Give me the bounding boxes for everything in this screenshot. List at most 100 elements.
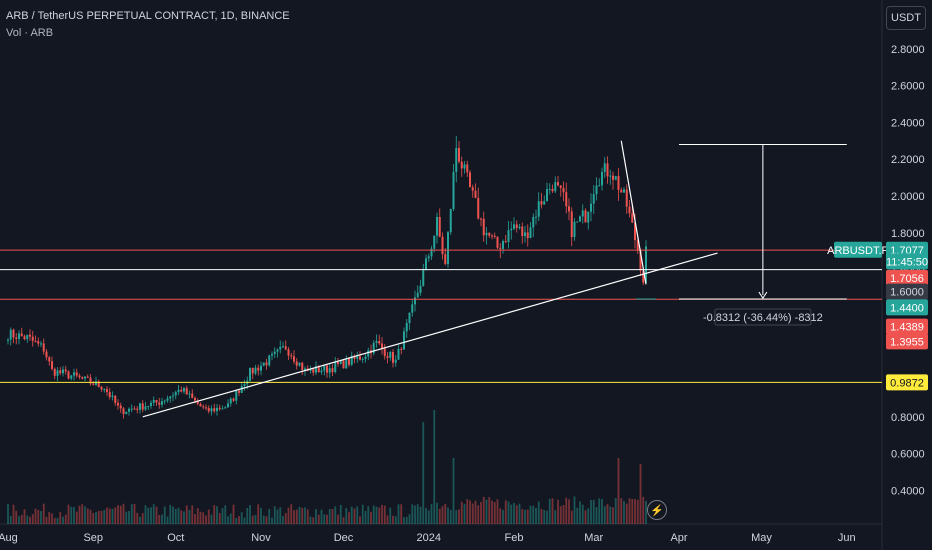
volume-bar bbox=[364, 510, 367, 524]
volume-bar bbox=[471, 503, 474, 524]
candle-body bbox=[119, 405, 122, 409]
volume-bar bbox=[268, 508, 271, 524]
volume-bar bbox=[441, 506, 444, 524]
candle-body bbox=[136, 408, 139, 410]
volume-bar bbox=[229, 513, 232, 524]
candle-body bbox=[108, 391, 111, 398]
volume-bar bbox=[158, 515, 161, 524]
trendline bbox=[142, 252, 718, 418]
candle-body bbox=[422, 269, 425, 287]
candle-body bbox=[251, 367, 254, 374]
volume-bar bbox=[438, 508, 441, 524]
candle-body bbox=[463, 164, 466, 169]
candle-body bbox=[202, 406, 205, 408]
volume-bar bbox=[447, 507, 449, 524]
candle-body bbox=[298, 362, 301, 366]
y-tick-label: 2.0000 bbox=[891, 191, 925, 203]
volume-bar bbox=[304, 507, 306, 524]
candle-body bbox=[194, 397, 196, 401]
volume-bar bbox=[526, 509, 529, 524]
candle-body bbox=[70, 375, 73, 379]
candle-body bbox=[394, 359, 397, 363]
volume-bar bbox=[342, 517, 345, 524]
volume-bar bbox=[628, 498, 631, 524]
candle-body bbox=[386, 356, 389, 358]
volume-bar bbox=[623, 501, 625, 524]
volume-bar bbox=[75, 511, 78, 524]
volume-bar bbox=[213, 505, 216, 524]
volume-bar bbox=[485, 499, 488, 524]
price-tag bbox=[834, 241, 882, 258]
candle-body bbox=[238, 390, 240, 393]
candle-body bbox=[576, 221, 579, 223]
volume-bar bbox=[293, 510, 295, 524]
volume-bar bbox=[51, 513, 53, 524]
volume-bar bbox=[282, 516, 284, 524]
volume-bar bbox=[108, 508, 111, 524]
candle-body bbox=[460, 161, 463, 169]
volume-bar bbox=[111, 508, 114, 524]
volume-bar bbox=[455, 510, 458, 524]
volume-bar bbox=[12, 504, 15, 524]
volume-bar bbox=[221, 508, 224, 524]
volume-bar bbox=[174, 508, 177, 524]
price-tag bbox=[886, 269, 928, 286]
candle-body bbox=[26, 334, 29, 340]
volume-bar bbox=[416, 504, 419, 524]
y-tick-label: 1.8000 bbox=[891, 228, 925, 240]
volume-bar bbox=[106, 507, 108, 524]
volume-bar bbox=[469, 500, 471, 524]
volume-bar bbox=[172, 506, 174, 524]
volume-bar bbox=[584, 510, 587, 524]
volume-bar bbox=[350, 506, 353, 524]
candle-body bbox=[598, 185, 601, 187]
candle-body bbox=[584, 210, 587, 223]
volume-bar bbox=[334, 506, 337, 524]
volume-bar bbox=[535, 507, 537, 524]
volume-bar bbox=[466, 499, 469, 524]
price-tag bbox=[886, 333, 928, 350]
volume-bar bbox=[84, 506, 86, 524]
candle-body bbox=[229, 398, 232, 404]
candle-body bbox=[265, 362, 268, 366]
candle-body bbox=[342, 360, 345, 369]
candle-body bbox=[293, 356, 295, 362]
candle-body bbox=[260, 365, 262, 371]
volume-bar bbox=[499, 508, 502, 524]
candle-body bbox=[485, 232, 488, 236]
candle-body bbox=[185, 388, 188, 395]
volume-bar bbox=[595, 507, 598, 524]
candle-body bbox=[425, 258, 427, 270]
y-tick-label: 2.6000 bbox=[891, 81, 925, 93]
volume-bar bbox=[491, 500, 493, 524]
volume-bar bbox=[180, 510, 183, 524]
volume-bar bbox=[284, 513, 287, 524]
lightning-icon[interactable]: ⚡ bbox=[647, 500, 667, 520]
currency-button[interactable]: USDT bbox=[886, 6, 926, 30]
candle-body bbox=[130, 408, 133, 410]
volume-bar bbox=[62, 516, 64, 524]
volume-bar bbox=[337, 514, 339, 524]
candle-body bbox=[469, 172, 471, 188]
volume-bar bbox=[227, 516, 229, 524]
candle-body bbox=[67, 371, 70, 379]
candle-body bbox=[31, 336, 34, 341]
candle-body bbox=[9, 329, 12, 340]
candle-body bbox=[172, 395, 174, 397]
price-tag-label: 0.9872 bbox=[890, 377, 924, 389]
volume-bar bbox=[70, 506, 73, 524]
candle-body bbox=[595, 185, 598, 195]
candle-body bbox=[328, 368, 331, 373]
x-tick-label: Jun bbox=[838, 532, 856, 544]
volume-bar bbox=[243, 517, 246, 524]
volume-bar bbox=[251, 515, 254, 524]
volume-bar bbox=[119, 505, 122, 524]
volume-bar bbox=[502, 509, 504, 524]
volume-bar bbox=[389, 507, 392, 524]
volume-bar bbox=[339, 504, 342, 524]
price-tag bbox=[886, 374, 928, 391]
candle-body bbox=[620, 189, 623, 193]
candle-body bbox=[438, 217, 441, 237]
x-tick-label: Oct bbox=[167, 532, 184, 544]
